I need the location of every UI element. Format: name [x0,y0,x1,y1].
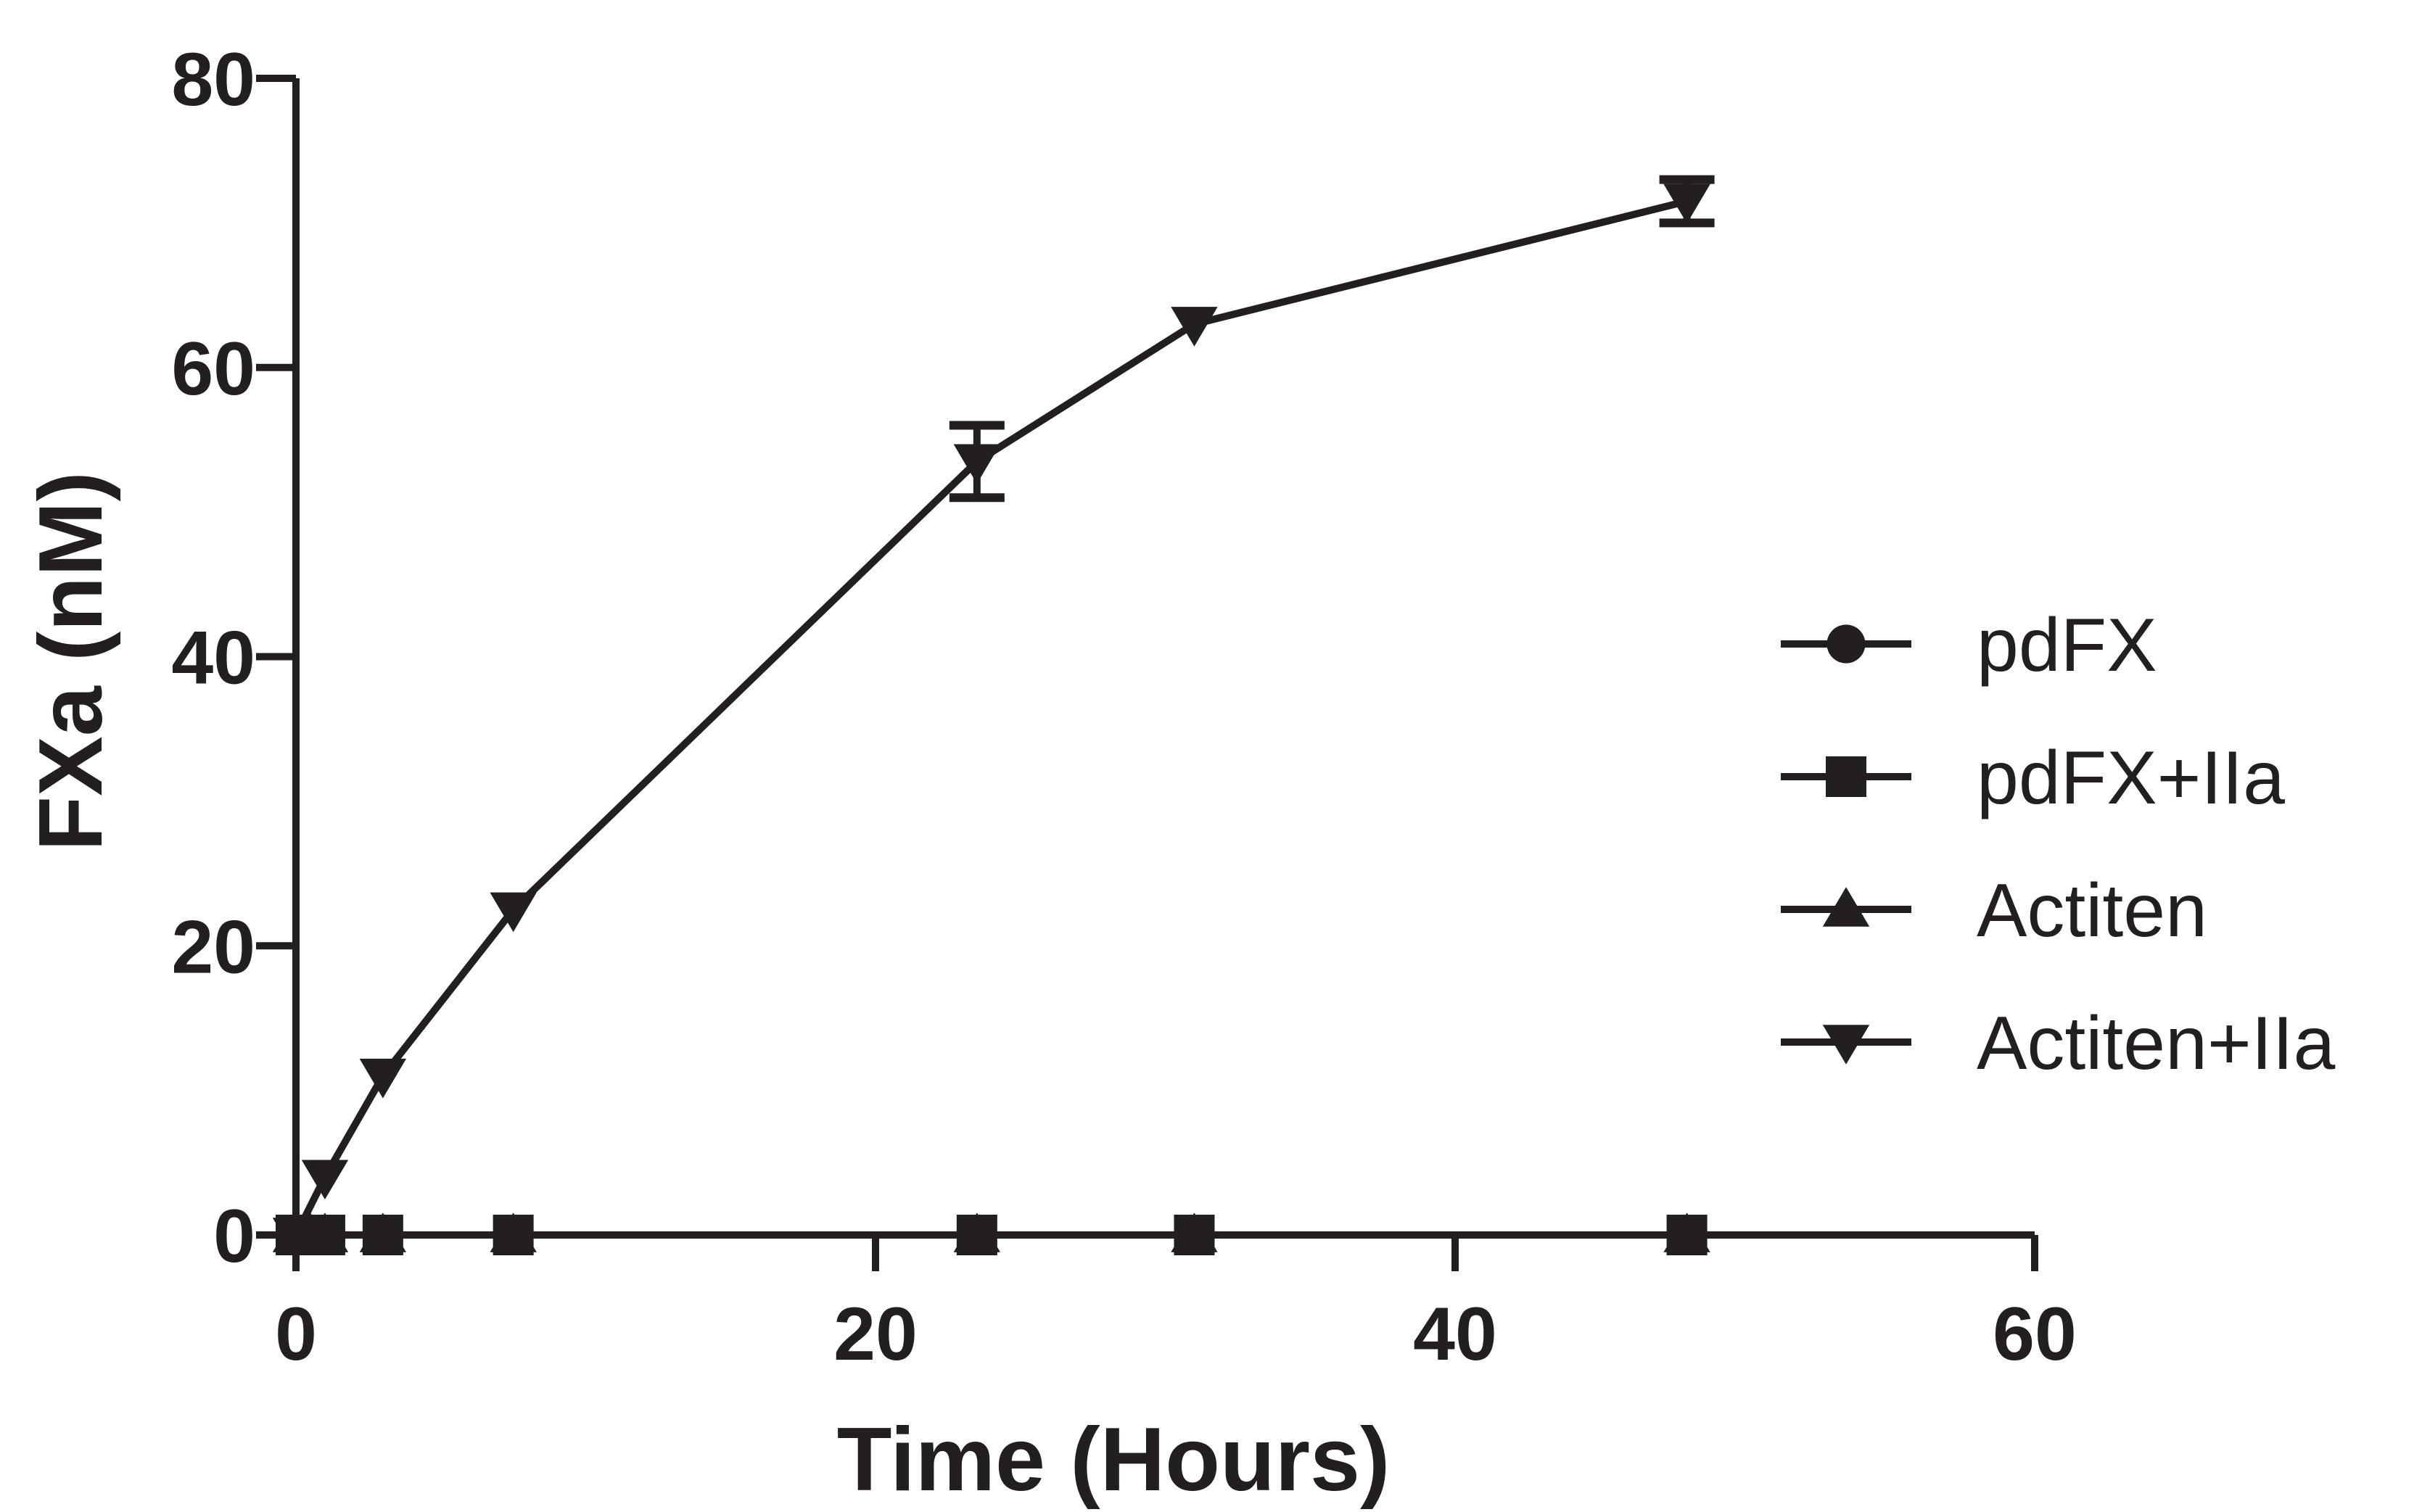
y-tick-label: 20 [171,905,255,989]
data-point [490,1213,537,1252]
legend-label: pdFX+IIa [1977,736,2285,820]
legend-label: pdFX [1977,603,2157,687]
legend-label: Actiten [1977,869,2207,953]
data-point [272,1218,320,1257]
y-tick-label: 0 [213,1194,255,1278]
axes [292,78,2035,1239]
y-tick-label: 60 [171,327,255,411]
legend-label: Actiten+IIa [1977,1001,2335,1086]
data-point [1171,1213,1218,1252]
data-point [301,1213,349,1252]
x-tick-label: 20 [833,1292,918,1376]
legend-item: Actiten+IIa [1781,1001,2335,1086]
data-point [1663,1213,1710,1252]
legend-item: Actiten [1781,869,2207,953]
legend-marker [1822,1025,1870,1065]
data-point [359,1213,407,1252]
data-point [359,1058,407,1099]
legend-item: pdFX+IIa [1781,736,2285,820]
data-point [301,1160,349,1200]
x-tick-label: 60 [1993,1292,2077,1376]
y-tick-label: 80 [171,38,255,122]
x-axis-ticks: 0 20 40 60 [275,1235,2077,1376]
y-axis-title: FXa (nM) [21,471,121,851]
data-point [953,444,1001,484]
data-point [1171,307,1218,347]
series-layer [272,175,1715,1257]
legend-marker [1822,887,1870,927]
y-axis-ticks: 0 20 40 60 80 [171,38,296,1278]
y-tick-label: 40 [171,616,255,701]
x-tick-label: 40 [1413,1292,1497,1376]
legend-item: pdFX [1781,603,2157,687]
data-point [490,892,537,933]
series-line [292,197,1688,1237]
x-axis-title: Time (Hours) [837,1410,1390,1510]
legend-marker [1826,756,1866,797]
x-tick-label: 0 [275,1292,317,1376]
legend-marker [1826,624,1866,664]
series-actiten [272,1213,1710,1252]
data-point [1663,183,1710,224]
legend: pdFX pdFX+IIa Actiten Actiten+IIa [1781,603,2335,1086]
data-point [953,1213,1001,1252]
series-actiten-iia [272,175,1715,1257]
